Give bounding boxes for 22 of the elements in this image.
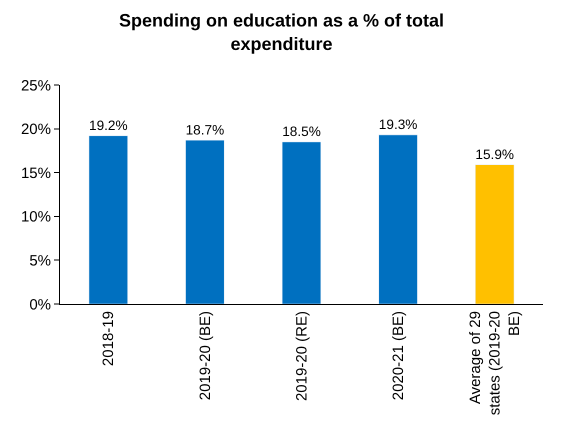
bar: [378, 134, 418, 304]
y-tick-label: 0%: [29, 296, 51, 314]
y-tick-label: 5%: [29, 252, 51, 270]
x-tick-label: 2020-21 (BE): [390, 311, 407, 400]
y-tick-label: 10%: [20, 208, 51, 226]
x-tick-label: 2018-19: [100, 311, 118, 366]
x-tick-label: 2019-20 (BE): [196, 311, 214, 400]
bar: [475, 164, 514, 304]
data-label: 19.3%: [378, 117, 418, 132]
y-tick-label: 20%: [20, 121, 51, 138]
x-tick-label: 2019-20 (RE): [293, 311, 310, 402]
x-tick-label: Average of 29 states (2019-20 BE): [467, 311, 524, 416]
y-tick-label: 15%: [20, 164, 51, 182]
data-label: 19.2%: [89, 118, 128, 133]
bar: [282, 142, 322, 304]
chart-title: Spending on education as a % of total expenditure: [118, 10, 444, 54]
bar: [185, 140, 224, 304]
y-tick-label: 25%: [20, 77, 51, 94]
data-label: 15.9%: [475, 146, 514, 162]
data-label: 18.5%: [282, 124, 321, 140]
bar: [88, 136, 128, 304]
data-label: 18.7%: [186, 122, 224, 138]
